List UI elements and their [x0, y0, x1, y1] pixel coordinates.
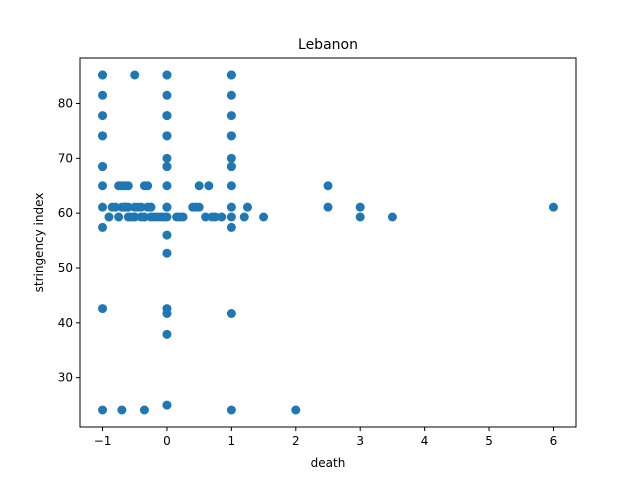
data-point — [355, 202, 365, 212]
data-point — [98, 304, 108, 314]
y-axis-label: stringency index — [32, 193, 46, 293]
data-point — [98, 181, 108, 191]
data-point — [217, 212, 227, 222]
data-point — [355, 212, 365, 222]
data-point — [204, 181, 214, 191]
data-point — [162, 329, 172, 339]
data-point — [226, 222, 236, 232]
data-point — [162, 181, 172, 191]
data-point — [98, 70, 108, 80]
data-point — [323, 181, 333, 191]
data-point — [201, 212, 211, 222]
data-point — [139, 212, 149, 222]
y-tick-label: 50 — [58, 261, 73, 275]
plot-area — [80, 58, 576, 427]
data-point — [162, 90, 172, 100]
data-point — [226, 181, 236, 191]
data-point — [226, 111, 236, 121]
data-point — [226, 131, 236, 141]
data-point — [226, 309, 236, 318]
data-point — [323, 202, 333, 212]
data-point — [114, 212, 124, 222]
x-axis-ticks: −1 0 1 2 3 4 5 6 — [94, 427, 558, 448]
data-point — [123, 181, 133, 191]
data-point — [130, 212, 140, 222]
y-tick-label: 80 — [58, 97, 73, 111]
data-point — [162, 212, 172, 222]
data-point — [162, 153, 172, 163]
y-tick-label: 40 — [58, 316, 73, 330]
data-point — [175, 212, 185, 222]
x-tick-label: 2 — [292, 434, 300, 448]
data-point — [162, 400, 172, 410]
data-point — [130, 202, 140, 212]
x-tick-label: 1 — [228, 434, 236, 448]
data-point — [194, 202, 204, 212]
y-axis-ticks: 30 40 50 60 70 80 — [58, 97, 80, 385]
data-point — [98, 131, 108, 141]
data-point — [226, 212, 236, 222]
data-point — [259, 212, 269, 222]
data-point — [139, 405, 149, 415]
data-point — [194, 181, 204, 191]
data-point — [162, 202, 172, 212]
data-points — [98, 70, 558, 415]
plot-frame — [79, 57, 577, 428]
data-point — [226, 162, 236, 172]
data-point — [146, 202, 156, 212]
data-point — [143, 181, 153, 191]
data-point — [162, 309, 172, 318]
data-point — [226, 153, 236, 163]
data-point — [162, 162, 172, 172]
x-axis-label: death — [311, 456, 346, 470]
data-point — [162, 230, 172, 240]
data-point — [136, 202, 146, 212]
x-tick-label: 4 — [421, 434, 429, 448]
data-point — [98, 90, 108, 100]
data-point — [120, 202, 130, 212]
data-point — [226, 70, 236, 80]
data-point — [98, 162, 108, 172]
data-point — [98, 405, 108, 415]
y-tick-label: 70 — [58, 151, 73, 165]
data-point — [162, 111, 172, 121]
data-point — [291, 405, 301, 415]
data-point — [162, 131, 172, 141]
y-tick-label: 60 — [58, 206, 73, 220]
data-point — [98, 202, 108, 212]
chart-title: Lebanon — [298, 37, 358, 53]
data-point — [242, 202, 252, 212]
data-point — [130, 70, 140, 80]
x-tick-label: 6 — [550, 434, 558, 448]
data-point — [210, 212, 220, 222]
data-point — [548, 202, 558, 212]
data-point — [162, 248, 172, 258]
y-tick-label: 30 — [58, 371, 73, 385]
data-point — [98, 111, 108, 121]
data-point — [104, 212, 114, 222]
data-point — [387, 212, 397, 222]
data-point — [110, 202, 120, 212]
data-point — [226, 90, 236, 100]
x-tick-label: −1 — [94, 434, 112, 448]
x-tick-label: 5 — [485, 434, 493, 448]
data-point — [98, 222, 108, 232]
data-point — [239, 212, 249, 222]
data-point — [117, 405, 127, 415]
data-point — [226, 202, 236, 212]
data-point — [226, 405, 236, 415]
data-point — [162, 70, 172, 80]
x-tick-label: 3 — [356, 434, 364, 448]
x-tick-label: 0 — [163, 434, 171, 448]
